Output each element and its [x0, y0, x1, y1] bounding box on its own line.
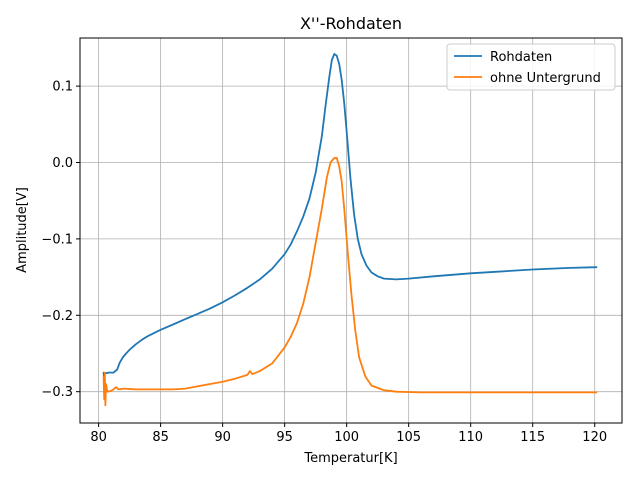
series-lines: [102, 53, 598, 407]
x-tick-label: 105: [396, 430, 421, 445]
x-tick-label: 120: [582, 430, 607, 445]
x-tick-label: 85: [152, 430, 169, 445]
x-tick-label: 115: [520, 430, 545, 445]
y-tick-label: 0.0: [52, 156, 73, 171]
y-axis-label: Amplitude[V]: [15, 187, 30, 273]
x-tick-label: 110: [458, 430, 483, 445]
legend-label-ohne-untergrund: ohne Untergrund: [490, 71, 601, 86]
series-line-ohne-untergrund: [102, 157, 598, 407]
x-tick-label: 80: [90, 430, 107, 445]
y-tick-label: 0.1: [52, 80, 73, 95]
chart-title: X''-Rohdaten: [300, 14, 402, 33]
plot-frame: [79, 37, 623, 424]
y-tick-label: −0.3: [41, 385, 73, 400]
y-axis-ticks: −0.3 −0.2 −0.1 0.0 0.1: [41, 80, 80, 400]
x-tick-label: 100: [334, 430, 359, 445]
x-tick-label: 90: [214, 430, 231, 445]
x-axis-ticks: 80 85 90 95 100 105 110 115 120: [90, 423, 607, 445]
legend-box: [446, 43, 616, 91]
y-tick-label: −0.1: [41, 232, 73, 247]
y-tick-label: −0.2: [41, 309, 73, 324]
legend-label-rohdaten: Rohdaten: [490, 50, 552, 65]
x-tick-label: 95: [276, 430, 293, 445]
series-line-rohdaten: [102, 53, 598, 385]
legend: Rohdaten ohne Untergrund: [446, 43, 616, 91]
x-axis-label: Temperatur[K]: [303, 451, 397, 466]
